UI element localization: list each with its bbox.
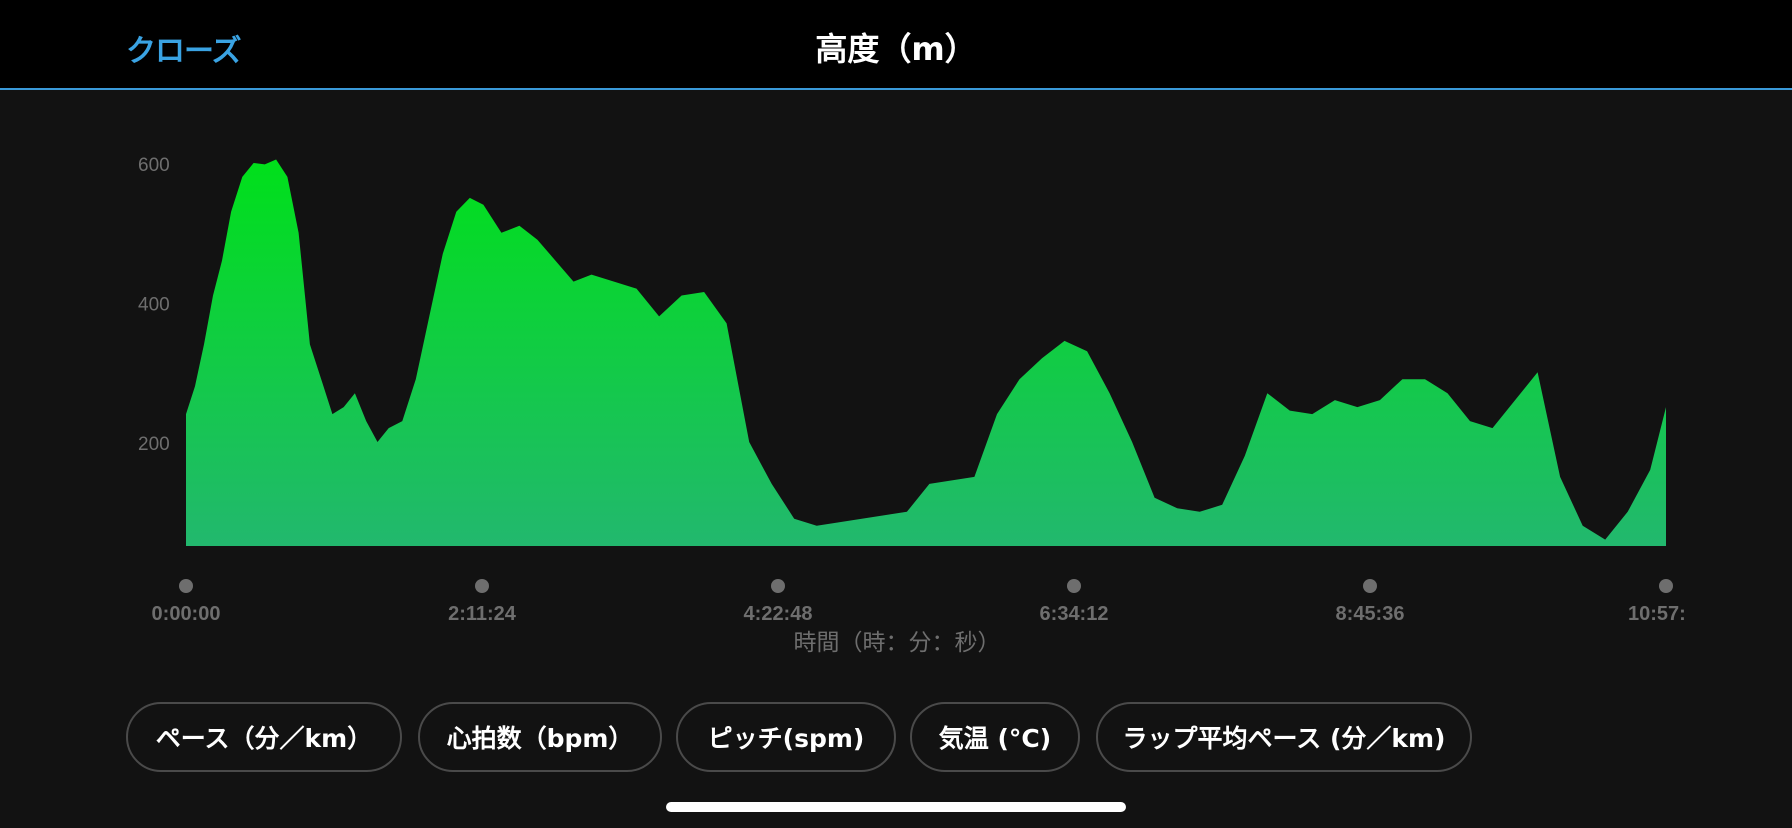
y-tick-label: 600 bbox=[138, 155, 170, 176]
x-tick-label: 2:11:24 bbox=[448, 603, 517, 625]
tab-cadence[interactable]: ピッチ(spm) bbox=[676, 702, 896, 772]
home-indicator[interactable] bbox=[666, 802, 1126, 812]
x-tick-dot[interactable] bbox=[1363, 579, 1377, 593]
x-axis-label: 時間（時：分：秒） bbox=[794, 629, 1001, 655]
page-title: 高度（m） bbox=[815, 30, 977, 68]
tab-heart-rate[interactable]: 心拍数（bpm） bbox=[418, 702, 662, 772]
tab-lap-avg-pace[interactable]: ラップ平均ペース (分／km) bbox=[1096, 702, 1472, 772]
x-tick-dot[interactable] bbox=[179, 579, 193, 593]
y-tick-label: 200 bbox=[138, 434, 170, 455]
x-tick-dot[interactable] bbox=[1659, 579, 1673, 593]
elevation-area bbox=[186, 159, 1666, 546]
tab-pace[interactable]: ペース（分／km） bbox=[126, 702, 402, 772]
x-tick-dot[interactable] bbox=[771, 579, 785, 593]
close-button[interactable]: クローズ bbox=[126, 34, 241, 69]
tab-temperature[interactable]: 気温 (°C) bbox=[910, 702, 1080, 772]
x-tick-label: 0:00:00 bbox=[152, 603, 221, 625]
x-tick-dot[interactable] bbox=[475, 579, 489, 593]
x-tick-label: 8:45:36 bbox=[1336, 603, 1405, 625]
top-bar: クローズ 高度（m） bbox=[0, 0, 1792, 90]
y-tick-label: 400 bbox=[138, 295, 170, 316]
elevation-chart: 200 400 600 0:00:00 2:11:24 4:22:48 6:34:12 8:… bbox=[138, 155, 1686, 655]
x-tick-dot[interactable] bbox=[1067, 579, 1081, 593]
x-tick-label: 4:22:48 bbox=[744, 603, 813, 625]
x-tick-label: 10:57: bbox=[1628, 603, 1686, 625]
x-tick-label: 6:34:12 bbox=[1040, 603, 1109, 625]
